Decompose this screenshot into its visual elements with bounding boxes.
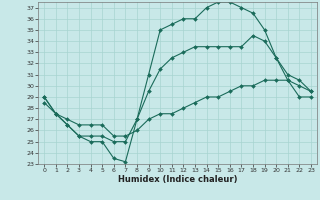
X-axis label: Humidex (Indice chaleur): Humidex (Indice chaleur)	[118, 175, 237, 184]
